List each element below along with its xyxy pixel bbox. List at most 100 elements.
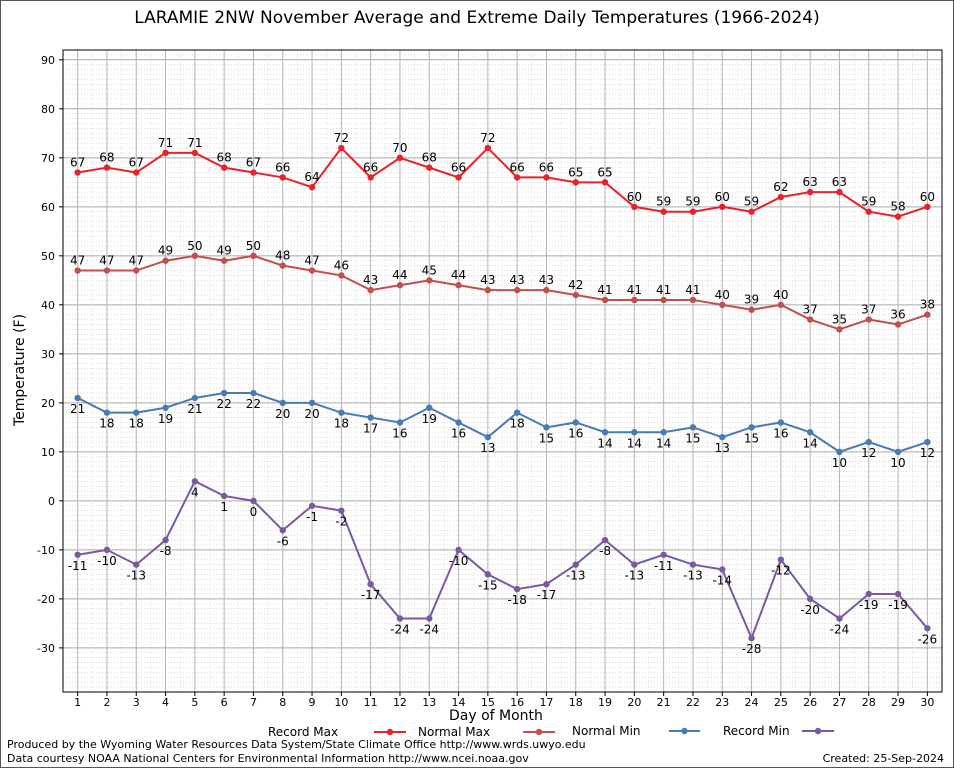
data-point [601,179,609,186]
data-point [74,551,81,558]
data-point [455,546,462,554]
data-label: 45 [422,263,437,277]
data-label: -17 [361,588,381,602]
data-point [133,409,140,416]
data-point [396,282,404,289]
data-point [894,321,902,328]
data-label: 42 [568,278,583,292]
data-label: 47 [304,254,319,268]
data-label: 20 [275,407,290,421]
legend-item: Record Min [723,724,834,738]
x-tick-label: 14 [452,696,466,709]
data-label: -13 [683,569,703,583]
data-point [894,448,902,456]
data-point [308,184,316,191]
data-label: 12 [920,446,935,460]
data-label: 10 [832,456,847,470]
data-label: 60 [627,190,642,204]
data-point [103,409,111,416]
data-point [806,188,814,196]
data-point [836,448,843,456]
data-point [660,296,667,304]
data-label: 72 [334,131,349,145]
x-tick-label: 16 [510,696,524,709]
data-point [572,179,579,186]
data-point [748,424,755,431]
data-point [220,164,228,171]
data-point [455,174,462,181]
data-label: -17 [537,588,557,602]
data-point [308,267,316,274]
data-point [865,438,872,446]
x-tick-label: 25 [774,696,788,709]
data-label: 43 [363,273,378,287]
data-point [279,399,286,407]
data-point [396,419,404,426]
x-tick-label: 26 [803,696,817,709]
x-tick-label: 22 [686,696,700,709]
legend-swatch-marker [386,728,394,736]
data-label: -24 [419,622,439,636]
y-tick-label: -20 [37,593,55,606]
data-point [894,213,902,220]
data-label: 67 [246,156,261,170]
data-label: 18 [99,417,114,431]
data-point [719,433,726,441]
data-point [338,409,345,416]
data-label: -18 [507,593,527,607]
data-point [572,419,579,426]
data-point [338,272,345,279]
x-tick-label: 10 [334,696,348,709]
data-label: 43 [539,273,554,287]
data-label: 71 [158,136,173,150]
data-label: 44 [392,268,407,282]
data-label: 50 [187,239,202,253]
x-axis-label: Day of Month [449,708,543,724]
data-label: 13 [480,441,495,455]
data-point [396,615,404,622]
data-point [543,580,550,588]
data-label: 66 [510,160,525,174]
data-point [748,306,755,313]
data-label: 13 [715,441,730,455]
data-label: 59 [685,195,700,209]
data-point [601,536,609,544]
data-label: 43 [510,273,525,287]
x-tick-label: 18 [569,696,583,709]
x-tick-label: 1 [74,696,81,709]
data-label: 63 [832,175,847,189]
data-point [162,404,169,411]
data-point [924,203,931,211]
data-point [250,169,257,176]
x-tick-label: 19 [598,696,612,709]
y-tick-label: 90 [41,54,55,67]
chart-title: LARAMIE 2NW November Average and Extreme… [134,8,820,28]
x-tick-label: 12 [393,696,407,709]
data-point [484,286,492,294]
legend-label: Normal Max [418,725,490,739]
x-tick-label: 11 [364,696,378,709]
data-label: -8 [160,544,172,558]
data-point [455,282,462,289]
data-point [74,267,81,274]
data-label: 50 [246,239,261,253]
data-point [220,389,228,397]
data-point [250,389,257,397]
data-label: 68 [422,151,437,165]
x-tick-label: 2 [103,696,110,709]
legend-item: Normal Min [572,724,700,738]
data-point [426,404,433,411]
data-label: 67 [129,156,144,170]
data-label: 59 [744,195,759,209]
data-point [689,561,697,568]
series-line [77,479,929,641]
data-label: 14 [656,436,671,450]
data-point [543,424,550,431]
data-label: -2 [335,515,347,529]
data-label: 60 [715,190,730,204]
data-label: 14 [803,436,818,450]
data-point [455,419,462,426]
data-label: -24 [390,622,410,636]
legend-swatch-marker [535,728,543,736]
data-point [308,502,316,509]
